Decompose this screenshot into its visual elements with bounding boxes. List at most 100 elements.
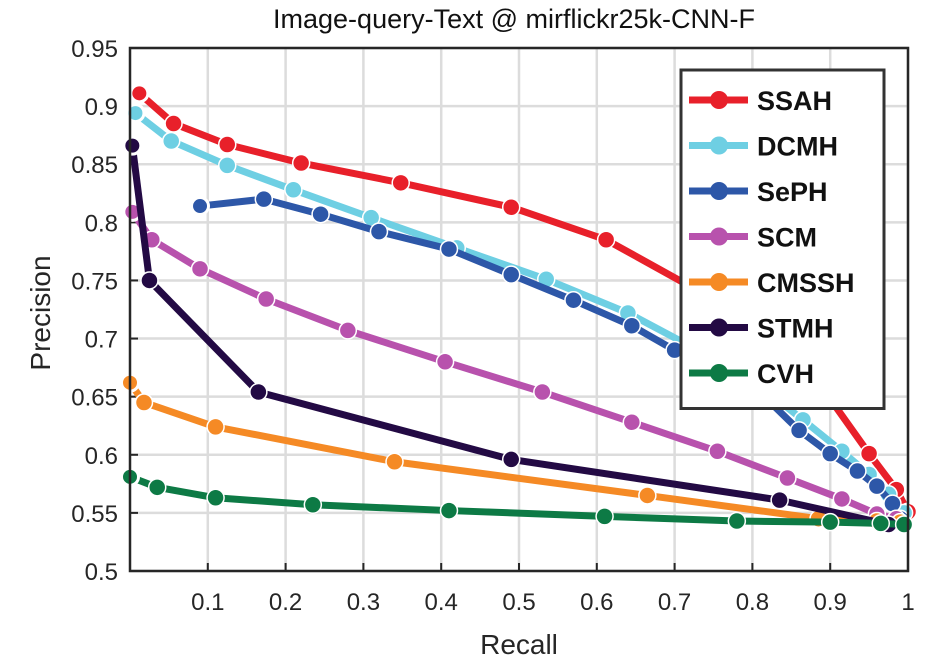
data-point <box>311 204 330 224</box>
legend-swatch-marker <box>710 273 728 291</box>
data-point <box>867 476 887 496</box>
x-tick-label: 0.9 <box>814 589 847 616</box>
legend-swatch-marker <box>710 364 728 382</box>
legend-label: CMSSH <box>757 268 855 298</box>
y-tick-label: 0.65 <box>71 385 118 412</box>
data-point <box>218 156 237 175</box>
x-tick-label: 0.8 <box>736 589 769 616</box>
data-point <box>140 271 159 290</box>
data-point <box>439 239 459 259</box>
x-axis-label: Recall <box>480 629 558 660</box>
data-point <box>501 197 521 217</box>
y-tick-label: 0.7 <box>85 327 118 354</box>
legend-label: STMH <box>757 314 834 344</box>
data-point <box>129 83 150 104</box>
axes-box <box>128 46 910 573</box>
data-point <box>190 259 210 279</box>
y-tick-label: 0.75 <box>71 268 118 295</box>
data-point <box>770 490 789 510</box>
y-tick-label: 0.85 <box>71 152 118 179</box>
x-tick-label: 0.5 <box>502 589 535 616</box>
data-point <box>533 382 552 402</box>
data-point <box>789 421 809 440</box>
data-point <box>190 196 211 217</box>
data-point <box>727 511 747 531</box>
x-tick-label: 0.3 <box>347 589 380 616</box>
legend-label: SePH <box>757 177 828 207</box>
legend-label: SSAH <box>757 86 832 116</box>
axes: 0.1 0.2 0.3 0.4 0.5 0.6 0.7 0.8 0.9 1 0.5 0.55 0.6 0.… <box>71 36 914 616</box>
data-point <box>595 507 614 526</box>
legend-label: DCMH <box>757 132 838 162</box>
series-scm <box>122 201 906 528</box>
data-point <box>622 412 642 432</box>
chart-title: Image-query-Text @ mirflickr25k-CNN-F <box>273 4 755 34</box>
data-point <box>778 468 797 488</box>
y-tick-label: 0.5 <box>85 559 118 586</box>
legend-item-cvh: CVH <box>689 359 814 389</box>
y-axis-label: Precision <box>25 255 56 370</box>
plot-frame <box>128 46 910 573</box>
y-tick-label: 0.8 <box>85 210 118 237</box>
data-point <box>708 442 727 461</box>
legend-item-seph: SePH <box>689 177 828 207</box>
series-ssah <box>129 83 918 521</box>
data-point <box>439 501 459 520</box>
legend-label: SCM <box>757 223 817 253</box>
x-tick-label: 0.7 <box>658 589 691 616</box>
legend-item-cmssh: CMSSH <box>689 268 855 298</box>
data-point <box>564 290 583 310</box>
data-point <box>303 495 323 515</box>
x-tick-label: 0.6 <box>580 589 613 616</box>
legend-swatch-marker <box>710 227 728 246</box>
data-point <box>256 289 276 309</box>
legend: SSAH DCMH SePH SCM CMSSH STMH CVH <box>679 68 886 410</box>
legend-item-ssah: SSAH <box>689 86 832 116</box>
legend-swatch-marker <box>710 136 728 155</box>
data-point <box>501 450 521 469</box>
y-tick-label: 0.95 <box>71 36 118 63</box>
data-point <box>206 417 225 437</box>
x-tick-label: 0.1 <box>191 589 224 616</box>
y-tick-label: 0.9 <box>85 94 118 121</box>
x-tick-label: 0.2 <box>269 589 302 616</box>
x-tick-label: 0.4 <box>425 589 458 616</box>
data-point <box>883 494 902 513</box>
series-layer <box>120 83 918 534</box>
data-point <box>134 393 154 412</box>
data-point <box>249 382 268 402</box>
data-point <box>596 230 616 250</box>
data-point <box>147 478 167 497</box>
data-point <box>848 461 867 481</box>
data-point <box>122 135 143 156</box>
data-point <box>391 173 410 193</box>
data-point <box>859 444 879 463</box>
data-point <box>291 153 311 173</box>
data-point <box>206 488 225 508</box>
legend-item-scm: SCM <box>689 223 817 253</box>
legend-swatch-marker <box>710 182 728 200</box>
data-point <box>501 265 521 284</box>
data-point <box>435 352 455 372</box>
y-tick-label: 0.55 <box>71 501 118 528</box>
legend-label: CVH <box>757 359 814 389</box>
data-point <box>218 135 237 154</box>
data-point <box>161 131 181 151</box>
data-point <box>284 180 303 200</box>
data-point <box>871 514 891 533</box>
legend-item-stmh: STMH <box>689 314 834 344</box>
legend-item-dcmh: DCMH <box>689 132 838 162</box>
data-point <box>638 486 657 505</box>
data-point <box>164 114 183 133</box>
data-point <box>338 321 358 340</box>
legend-swatch-marker <box>710 318 728 337</box>
data-point <box>894 515 914 534</box>
data-point <box>820 512 840 532</box>
x-tick-label: 1 <box>901 589 914 616</box>
data-point <box>385 452 404 472</box>
data-point <box>622 316 642 336</box>
y-tick-label: 0.6 <box>85 443 118 470</box>
data-point <box>820 444 840 463</box>
legend-swatch-marker <box>710 91 728 109</box>
